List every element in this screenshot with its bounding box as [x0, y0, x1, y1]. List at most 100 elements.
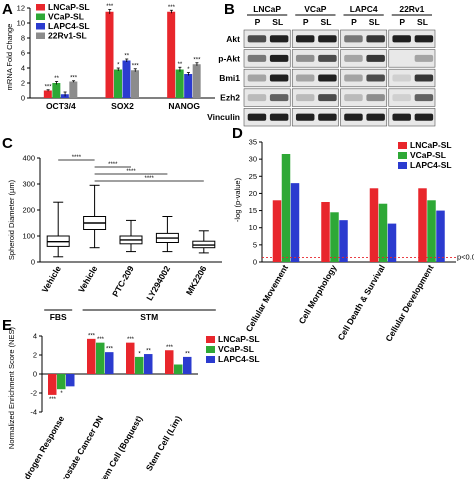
panel-a-legend-swatch [36, 23, 45, 30]
panel-b-band [414, 113, 434, 121]
panel-c-category-label: Vehicle [40, 264, 63, 295]
panel-b-band [344, 74, 363, 82]
panel-a-bar [52, 83, 61, 98]
panel-a-y-tick-label: 12 [17, 4, 25, 13]
panel-d-bar [290, 183, 300, 262]
panel-a-legend-label: LNCaP-SL [48, 2, 90, 12]
panel-b-band [295, 35, 315, 43]
panel-a-significance: *** [45, 84, 53, 90]
panel-d-category-label: Cellular Movement [244, 263, 291, 334]
panel-a-y-tick-label: 6 [21, 49, 25, 58]
panel-a-category-label: OCT3/4 [46, 101, 76, 111]
panel-b-band [344, 54, 363, 62]
panel-b-blot-strip [340, 29, 388, 48]
panel-e-category-label: Stem Cell (Lim) [144, 414, 184, 473]
panel-c-sig-stars: **** [126, 169, 136, 175]
panel-b-protein-label: p-Akt [218, 53, 240, 63]
panel-b-blot-strip [388, 68, 436, 88]
panel-e-bar [165, 350, 174, 374]
panel-b-band [366, 94, 385, 102]
panel-e-significance: *** [106, 347, 114, 353]
panel-e-bar [48, 374, 57, 395]
panel-e-significance: ** [185, 351, 190, 357]
panel-e-significance: ** [146, 349, 151, 355]
panel-b-blot-strip [291, 49, 339, 68]
panel-a-bar [114, 69, 122, 98]
panel-b-band [392, 74, 411, 82]
panel-e-bar [105, 352, 114, 374]
panel-e-bar [174, 364, 183, 374]
panel-c-y-tick-label: 300 [22, 180, 35, 189]
panel-c-box-plot: Spheroid Diameter (µm) 0 100 200 300 400 Vehi… [7, 154, 222, 322]
panel-a-significance: *** [132, 63, 140, 69]
panel-d-bar [427, 200, 436, 262]
panel-c-y-tick-label: 400 [22, 154, 35, 163]
panel-e-legend-swatch [206, 336, 215, 343]
panel-b-blot-strip [243, 108, 291, 127]
panel-b-protein-label: Ezh2 [220, 93, 240, 103]
panel-d-bar-chart: -log (p-value) 0 5 10 15 20 25 30 35 Cellular Mo… [233, 138, 474, 344]
panel-d-legend-label: LNCaP-SL [410, 140, 452, 150]
panel-b-band [366, 113, 385, 121]
panel-b-band [318, 35, 337, 43]
panel-b-cell-line-label: LAPC4 [350, 4, 378, 14]
panel-e-y-tick-label: 2 [33, 351, 37, 360]
panel-b-blot-strip [243, 68, 291, 88]
panel-b-blot-strip [243, 88, 291, 107]
panel-b-blot-strip [291, 88, 339, 107]
panel-a-significance: *** [106, 4, 114, 10]
panel-b-band [414, 54, 434, 62]
panel-letter-e: E [2, 317, 12, 334]
panel-e-legend-label: LAPC4-SL [218, 354, 260, 364]
panel-d-y-tick-label: 10 [249, 223, 257, 232]
panel-c-category-label: Vehicle [76, 264, 99, 295]
panel-b-blot-strip [388, 108, 436, 127]
panel-b-band [366, 54, 385, 62]
panel-a-bar [184, 74, 193, 98]
panel-e-y-tick-label: -4 [30, 408, 37, 417]
panel-b-band [414, 35, 434, 43]
panel-b-blot-strip [388, 29, 436, 48]
panel-b-blot-strip [388, 49, 436, 68]
panel-a-category-label: SOX2 [111, 101, 134, 111]
panel-a-y-tick-label: 2 [21, 79, 25, 88]
panel-c-category-label: LY294002 [144, 264, 172, 303]
panel-c-category-label: MK2206 [184, 264, 209, 297]
panel-a-significance: *** [193, 57, 201, 63]
panel-c-y-tick-label: 200 [22, 206, 35, 215]
panel-e-y-tick-label: 0 [33, 370, 37, 379]
panel-b-band [318, 94, 337, 102]
panel-a-significance: *** [70, 75, 78, 81]
panel-d-y-tick-label: 25 [249, 172, 257, 181]
panel-d-y-tick-label: 15 [249, 206, 257, 215]
panel-e-bar-chart: Normalized Enrichment Score (NES) -4 -2 0 2… [7, 326, 260, 479]
panel-b-band [269, 94, 289, 102]
panel-b-blot-strip [388, 88, 436, 107]
panel-d-bar [321, 202, 330, 262]
panel-b-band [318, 113, 337, 121]
panel-c-group-label-fbs: FBS [50, 312, 67, 322]
panel-a-category-label: NANOG [168, 101, 200, 111]
panel-d-bar [436, 210, 445, 262]
panel-b-band [269, 74, 289, 82]
panel-d-bar [281, 154, 291, 262]
panel-letter-d: D [232, 125, 243, 142]
panel-d-bar [369, 188, 379, 262]
panel-c-y-tick-label: 100 [22, 232, 35, 241]
panel-e-bar [183, 356, 192, 374]
panel-e-legend-swatch [206, 346, 215, 353]
panel-a-bar [122, 60, 131, 98]
panel-e-significance: * [60, 391, 63, 397]
panel-letter-a: A [2, 1, 13, 18]
panel-d-y-tick-label: 0 [253, 258, 257, 267]
panel-b-band [295, 74, 315, 82]
panel-a-y-tick-label: 10 [17, 19, 25, 28]
panel-e-bar [57, 374, 66, 390]
panel-e-significance: *** [166, 345, 174, 351]
panel-b-cell-line-label: 22Rv1 [399, 4, 424, 14]
panel-a-significance: *** [168, 5, 176, 11]
panel-d-legend-label: LAPC4-SL [410, 160, 452, 170]
panel-e-significance: *** [97, 337, 105, 343]
panel-e-legend-label: VCaP-SL [218, 344, 254, 354]
